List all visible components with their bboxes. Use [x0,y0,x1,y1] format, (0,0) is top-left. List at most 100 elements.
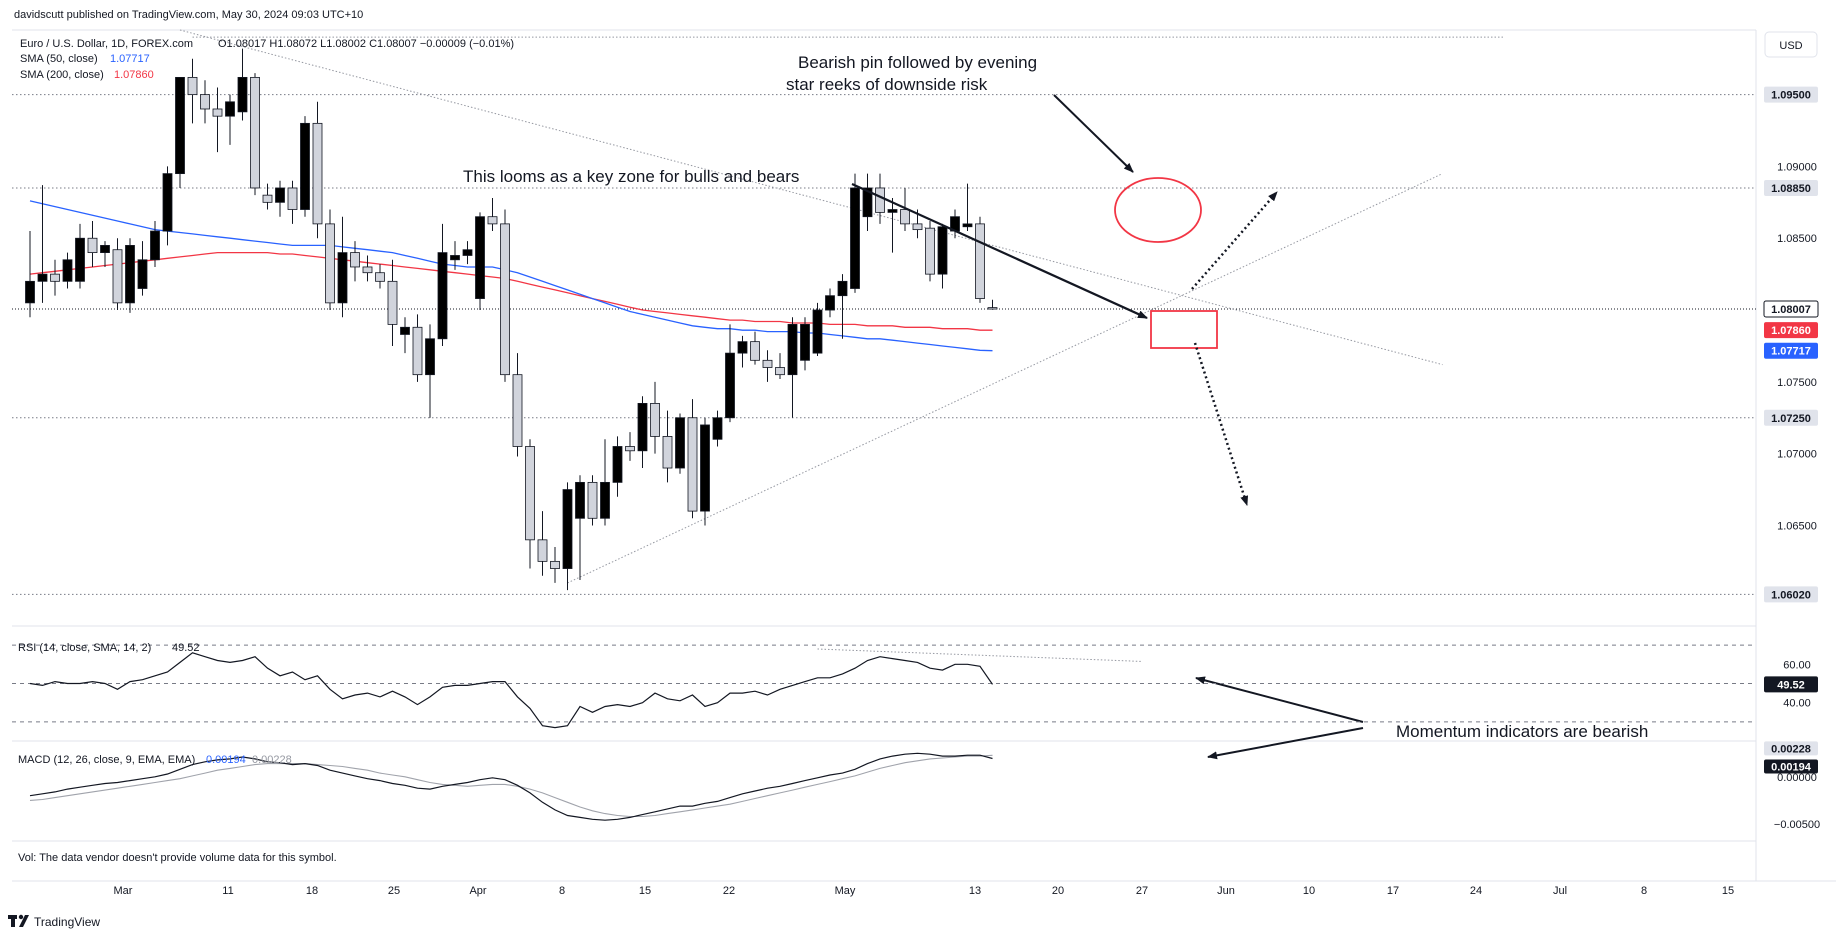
price-tag-level: 1.06020 [1764,586,1818,603]
candle [175,76,185,188]
candle-body-down [50,273,60,282]
tradingview-logo-text: TradingView [34,915,100,929]
candle-body-up [600,481,610,519]
time-tick-label: May [835,885,856,897]
candle [862,173,873,232]
evening-star-highlight [1114,177,1202,243]
candle-body-down [662,436,673,469]
candle [787,317,798,418]
candle [487,198,498,232]
rsi-trendline [817,648,1143,662]
time-axis[interactable]: Mar 11 18 25 Apr 8 15 22 May 13 20 27 Jun 10 17 24 Jul 8 1… [114,885,1735,897]
candle-body-down [775,367,785,376]
tradingview-logo[interactable]: TradingView [8,914,100,929]
candle-body-down [525,446,535,541]
ohlc-readout: O1.08017 H1.08072 L1.08002 C1.08007 −0.0… [218,38,514,50]
macd-value-tag-bg [1764,759,1818,774]
candle-body-up [37,273,48,282]
candle-body-up [437,252,448,340]
time-tick-label: 13 [969,885,981,897]
rsi-tick-label: 60.00 [1783,659,1811,671]
candle-body-down [250,76,260,189]
time-tick-label: 10 [1303,885,1315,897]
price-tag-level: 1.07250 [1764,409,1818,426]
rsi-tick-label: 40.00 [1783,698,1811,710]
candle [462,241,473,265]
candle-body-down [587,481,598,519]
rsi-panel[interactable] [12,644,1756,729]
candlesticks[interactable] [25,48,998,591]
sma-200-label: SMA (200, close) [20,69,104,81]
candle-body-up [137,259,148,289]
time-tick-label: 22 [723,885,735,897]
price-tick-label: 1.08500 [1777,233,1817,245]
candle [450,241,460,270]
candle-body-down [350,252,360,268]
price-tag-bg [1764,179,1818,196]
volume-note: Vol: The data vendor doesn't provide vol… [18,852,337,864]
time-tick-label: 15 [639,885,651,897]
price-tag-label: 1.08007 [1771,304,1811,316]
candle-body-up [175,76,185,175]
candle [337,216,348,318]
candle-body-up [712,417,723,440]
candle [700,417,710,526]
candle-body-up [962,223,973,228]
candle-body-up [62,259,73,282]
macd-value-label: 0.00194 [206,754,246,766]
price-tag-label: 1.06020 [1771,589,1811,601]
candle [100,241,110,267]
candle [437,223,448,346]
candle [50,259,60,296]
candle [187,58,198,124]
candle-body-up [225,101,235,117]
candle-body-down [112,249,123,304]
chart-frame [12,29,1836,882]
candle [937,223,948,289]
rsi-line [29,652,993,729]
price-tick-label: 1.09000 [1777,161,1817,173]
candle [125,238,135,313]
rsi-value-label: 49.52 [172,642,200,654]
candle-body-up [700,424,710,512]
candle [837,274,848,339]
price-axis[interactable]: 1.06500 1.07000 1.07500 1.08500 1.09000 1.095… [1763,86,1820,831]
candle-body-down [512,374,523,447]
candle-body-down [87,237,98,254]
candle [225,94,235,145]
candle-body-up [862,187,873,218]
candle [262,183,273,210]
candle-body-down [375,272,385,282]
candle [275,180,285,217]
candle [312,101,323,239]
horizontal-levels [12,94,1756,595]
macd-line [29,752,993,821]
time-tick-label: 20 [1052,885,1064,897]
candle [350,241,360,282]
macd-tick-label: 0.00000 [1777,772,1817,784]
moving-average-lines [29,200,993,352]
price-tag-level: 1.09500 [1764,86,1818,103]
currency-label: USD [1779,40,1802,52]
price-tag-bg [1764,586,1818,603]
candle [575,475,585,581]
candle [500,209,510,382]
macd-panel[interactable] [29,752,993,821]
macd-value-tag-label: 0.00194 [1771,762,1812,774]
candle [900,187,910,232]
candle [400,317,410,354]
candle-body-up [25,280,35,304]
ascending-trendline [567,173,1443,584]
candle [512,353,523,457]
candle [137,241,148,296]
candle-body-up [937,226,948,275]
price-tag-label: 1.07250 [1771,413,1811,425]
time-tick-label: 24 [1470,885,1482,897]
tradingview-logo-icon [8,914,29,927]
time-tick-label: Jul [1553,885,1567,897]
candle [112,238,123,311]
currency-button[interactable]: USD [1764,31,1818,58]
time-tick-label: 8 [1641,885,1647,897]
price-tag-bg [1764,322,1818,339]
